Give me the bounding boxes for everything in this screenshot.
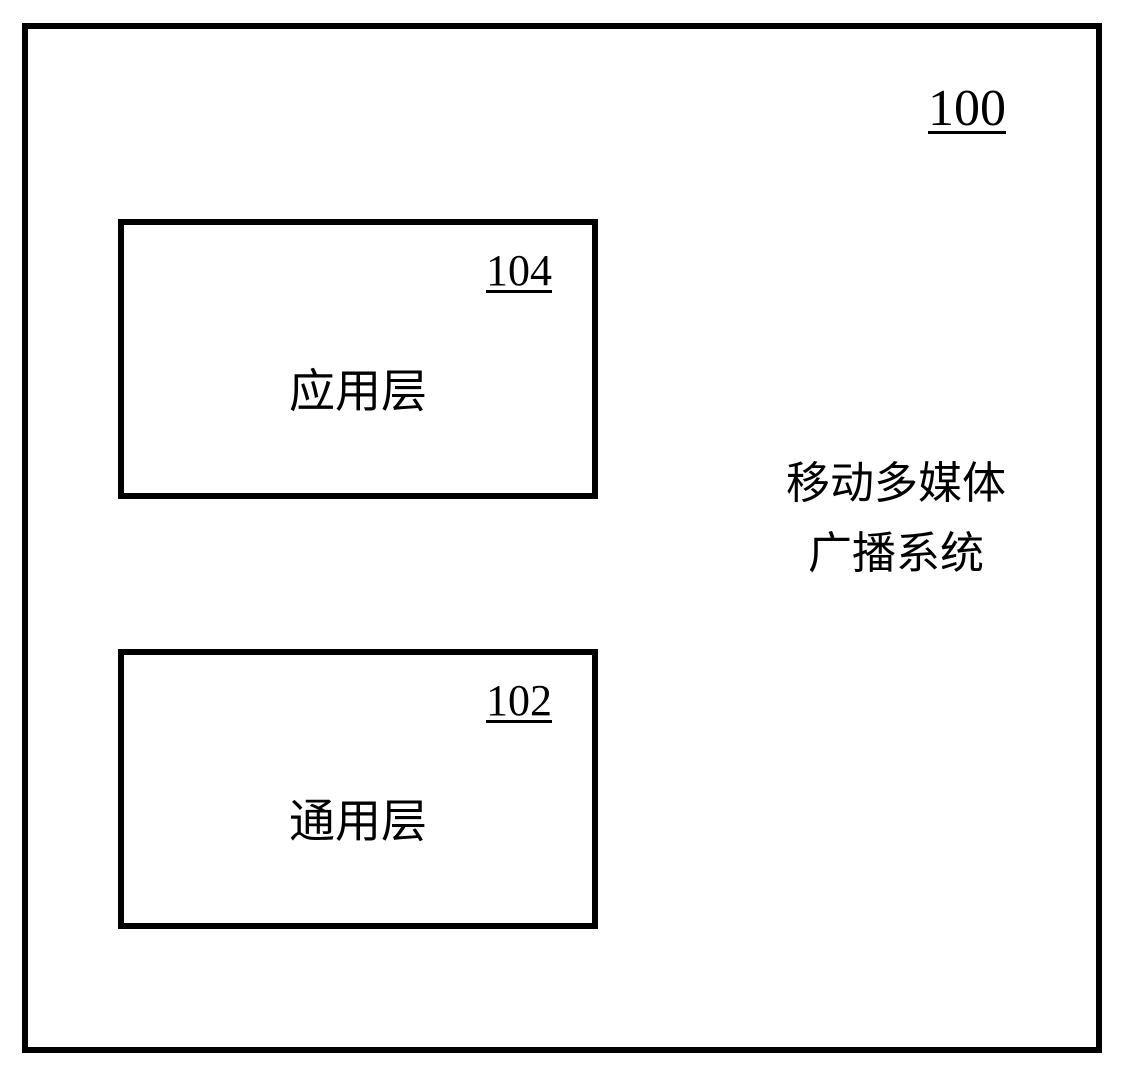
- system-label: 移动多媒体 广播系统: [756, 449, 1036, 590]
- application-layer-ref: 104: [486, 245, 552, 296]
- application-layer-box: 104 应用层: [118, 219, 598, 499]
- system-label-line2: 广播系统: [808, 529, 984, 578]
- system-reference-number: 100: [928, 79, 1006, 138]
- generic-layer-ref: 102: [486, 675, 552, 726]
- generic-layer-label: 通用层: [124, 785, 592, 851]
- system-label-line1: 移动多媒体: [786, 459, 1006, 508]
- application-layer-label: 应用层: [124, 355, 592, 421]
- system-diagram-container: 100 移动多媒体 广播系统 104 应用层 102 通用层: [22, 23, 1102, 1053]
- generic-layer-box: 102 通用层: [118, 649, 598, 929]
